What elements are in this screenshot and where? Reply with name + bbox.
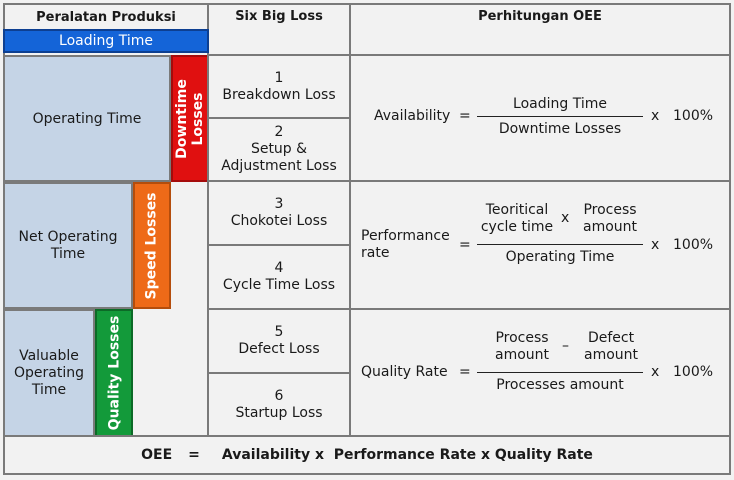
loss-name: Cycle Time Loss bbox=[222, 277, 336, 293]
net-operating-time-block: Net Operating Time bbox=[3, 182, 133, 309]
loss-number: 1 bbox=[274, 69, 284, 86]
header-peralatan-label: Peralatan Produksi bbox=[36, 9, 176, 25]
loss-name: Startup Loss bbox=[235, 404, 323, 421]
performance-multiply: x bbox=[651, 237, 660, 253]
valuable-operating-time-label: Valuable Operating Time bbox=[14, 347, 84, 398]
loss-cell-3: 3 Chokotei Loss bbox=[207, 180, 351, 246]
header-six-big-loss-label: Six Big Loss bbox=[235, 9, 323, 24]
performance-numerator-b: Process amount bbox=[582, 202, 638, 235]
quality-numerator-b: Defect amount bbox=[583, 330, 639, 363]
loss-number: 4 bbox=[274, 260, 284, 276]
loss-cell-1: 1 Breakdown Loss bbox=[207, 54, 351, 119]
quality-equals: = bbox=[459, 364, 471, 380]
quality-numerator-operator: – bbox=[562, 338, 569, 354]
loading-time-bar: Loading Time bbox=[3, 29, 209, 53]
loss-name: Defect Loss bbox=[238, 341, 320, 357]
quality-fraction-line bbox=[477, 372, 643, 373]
loss-name: Chokotei Loss bbox=[230, 213, 328, 229]
speed-losses-label: Speed Losses bbox=[144, 191, 160, 300]
availability-fraction-line bbox=[477, 116, 643, 117]
performance-numerator-a: Teoritical cycle time bbox=[480, 202, 554, 235]
availability-equals: = bbox=[459, 108, 471, 124]
performance-denominator: Operating Time bbox=[505, 249, 615, 265]
performance-label: Performance rate bbox=[361, 228, 450, 261]
downtime-losses-label: Downtime Losses bbox=[174, 78, 206, 159]
performance-equals: = bbox=[459, 237, 471, 253]
loss-cell-2: 2 Setup & Adjustment Loss bbox=[207, 117, 351, 182]
loss-cell-4: 4 Cycle Time Loss bbox=[207, 244, 351, 310]
oee-footer: OEE = Availability x Performance Rate x … bbox=[3, 435, 731, 475]
header-perhitungan-oee: Perhitungan OEE bbox=[349, 3, 731, 56]
quality-formula-cell: Quality Rate = Process amount – Defect a… bbox=[349, 308, 731, 437]
loss-cell-6: 6 Startup Loss bbox=[207, 372, 351, 437]
availability-label: Availability bbox=[374, 108, 451, 124]
quality-multiply: x bbox=[651, 364, 660, 380]
loss-cell-5: 5 Defect Loss bbox=[207, 308, 351, 374]
loading-time-label: Loading Time bbox=[59, 33, 153, 49]
performance-numerator-operator: x bbox=[561, 210, 570, 226]
availability-percent: 100% bbox=[673, 108, 714, 124]
loss-number: 3 bbox=[274, 196, 284, 212]
operating-time-label: Operating Time bbox=[32, 110, 142, 127]
loss-name: Breakdown Loss bbox=[222, 86, 336, 103]
header-peralatan-produksi: Peralatan Produksi bbox=[3, 3, 209, 29]
availability-numerator: Loading Time bbox=[513, 96, 607, 112]
speed-losses-bar: Speed Losses bbox=[133, 182, 171, 309]
quality-losses-bar: Quality Losses bbox=[95, 309, 133, 437]
header-perhitungan-label: Perhitungan OEE bbox=[478, 9, 602, 24]
quality-numerator-a: Process amount bbox=[494, 330, 550, 363]
loss-number: 6 bbox=[274, 387, 284, 404]
performance-percent: 100% bbox=[673, 237, 714, 253]
downtime-losses-bar: Downtime Losses bbox=[171, 55, 209, 182]
valuable-operating-time-block: Valuable Operating Time bbox=[3, 309, 95, 437]
loss-name: Setup & Adjustment Loss bbox=[221, 141, 337, 174]
loss-number: 5 bbox=[274, 324, 284, 340]
quality-percent: 100% bbox=[673, 364, 714, 380]
header-six-big-loss: Six Big Loss bbox=[207, 3, 351, 56]
availability-denominator: Downtime Losses bbox=[498, 121, 622, 137]
net-operating-time-label: Net Operating Time bbox=[18, 228, 118, 262]
quality-losses-label: Quality Losses bbox=[106, 315, 123, 431]
quality-label: Quality Rate bbox=[361, 364, 448, 380]
availability-formula-cell: Availability = Loading Time Downtime Los… bbox=[349, 54, 731, 182]
quality-denominator: Processes amount bbox=[496, 377, 624, 393]
performance-fraction-line bbox=[477, 244, 643, 245]
performance-formula-cell: Performance rate = Teoritical cycle time… bbox=[349, 180, 731, 310]
oee-formula: Availability x Performance Rate x Qualit… bbox=[221, 447, 593, 463]
oee-label: OEE bbox=[141, 447, 173, 463]
availability-multiply: x bbox=[651, 108, 660, 124]
loss-number: 2 bbox=[274, 124, 284, 140]
oee-equals: = bbox=[188, 447, 200, 463]
operating-time-block: Operating Time bbox=[3, 55, 171, 182]
